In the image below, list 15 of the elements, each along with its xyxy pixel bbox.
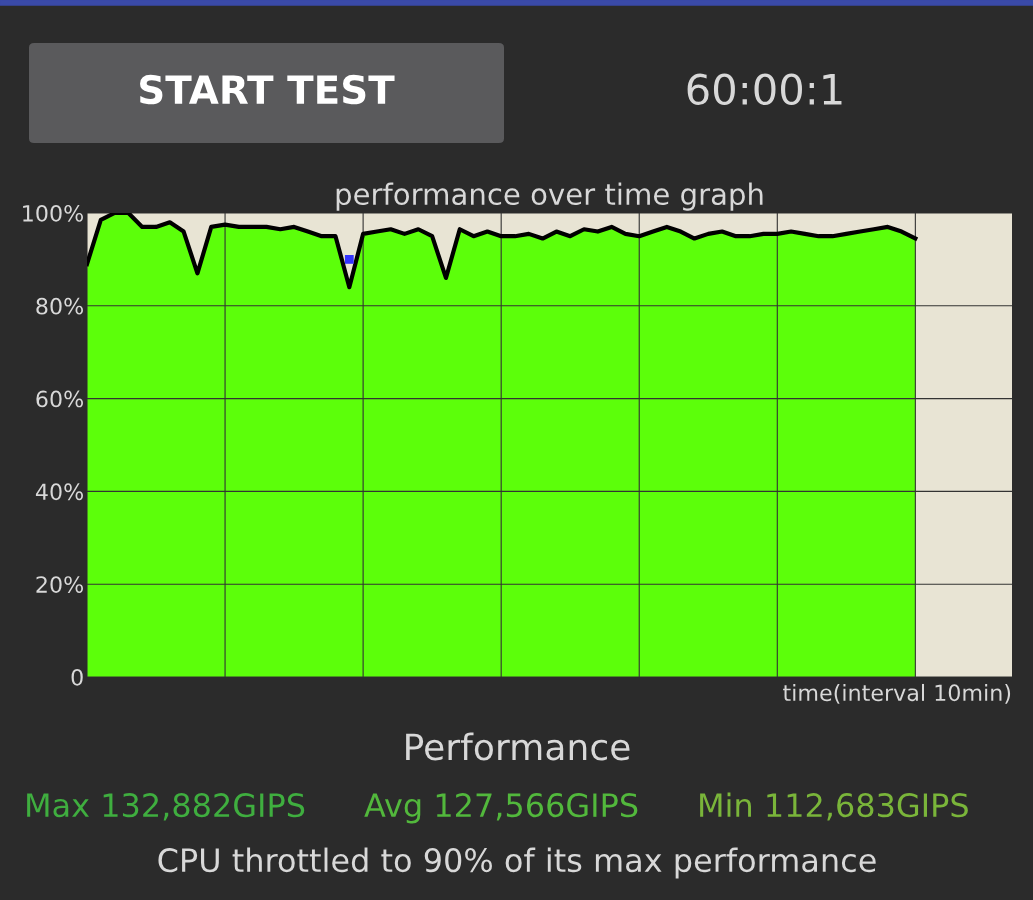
- y-tick-label: 100%: [23, 204, 83, 222]
- text: Min 112,683GIPS: [700, 792, 968, 821]
- text: 60:00:1: [687, 73, 842, 106]
- text: START TEST: [140, 74, 395, 105]
- text: Max 132,882GIPS: [27, 793, 305, 821]
- y-tick-label: 0: [71, 668, 83, 686]
- y-tick-label: 40%: [35, 483, 83, 501]
- text: CPU throttled to 90% of its max performance: [158, 847, 876, 879]
- y-tick-label: 80%: [36, 297, 83, 315]
- text: Performance: [406, 732, 630, 761]
- y-tick-label: 60%: [36, 390, 83, 408]
- x-axis-title: time(interval 10min): [783, 683, 1011, 704]
- text: Avg 127,566GIPS: [364, 793, 638, 824]
- y-tick-label: 20%: [36, 576, 83, 593]
- chart-title: performance over time graph: [336, 182, 763, 211]
